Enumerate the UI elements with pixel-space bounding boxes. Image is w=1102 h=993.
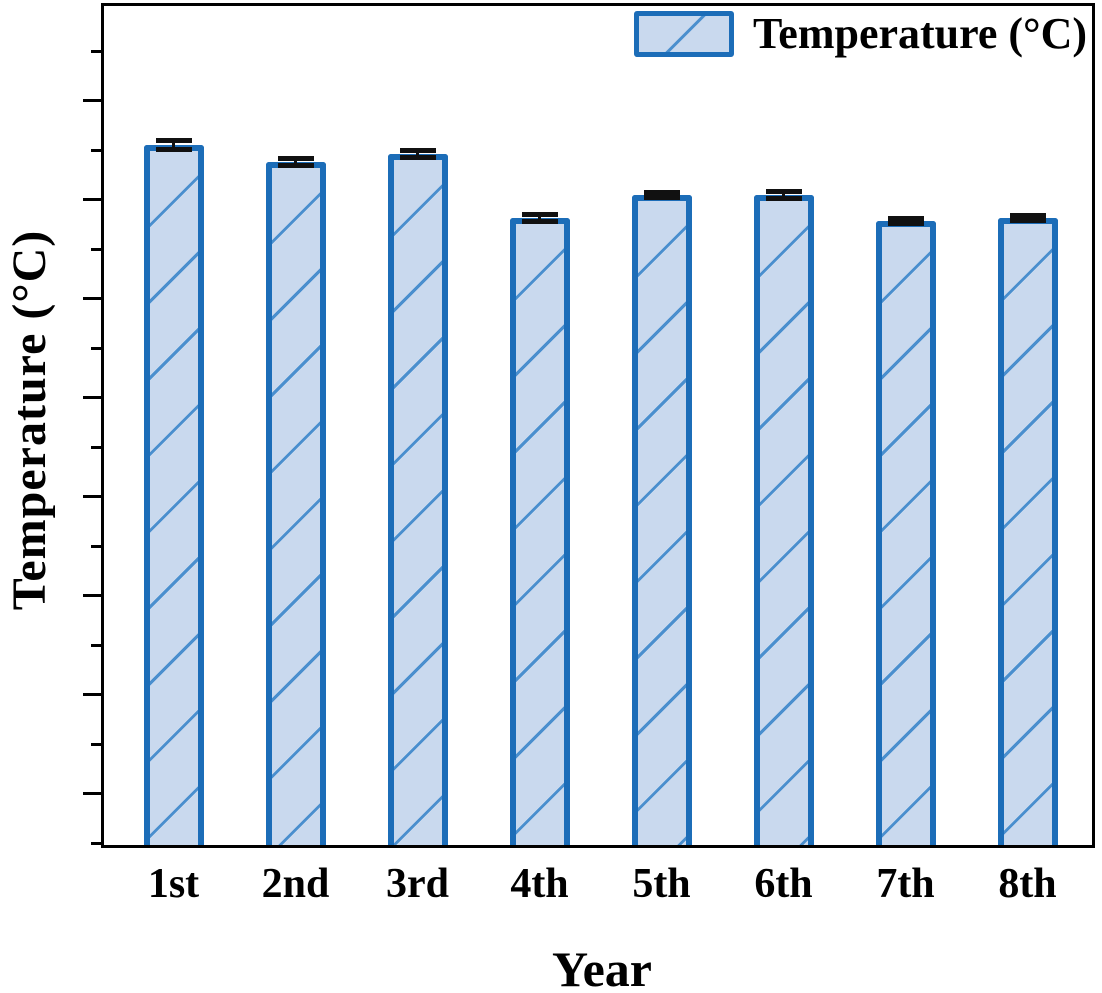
error-bar-bottom-cap xyxy=(277,163,314,168)
y-minor-tick xyxy=(91,446,101,449)
y-minor-tick xyxy=(91,149,101,152)
y-minor-tick xyxy=(91,545,101,548)
y-minor-tick xyxy=(91,842,101,845)
error-bar-bottom-cap xyxy=(155,147,192,152)
error-bar-top-cap xyxy=(277,156,314,161)
error-bar-top-cap xyxy=(521,212,558,217)
bar[interactable] xyxy=(509,218,570,845)
bar[interactable] xyxy=(387,154,448,845)
y-minor-tick xyxy=(91,248,101,251)
x-tick-label: 4th xyxy=(510,861,569,907)
y-major-tick xyxy=(83,198,101,201)
error-bar-stem xyxy=(782,191,785,199)
legend-swatch-hatched-bar xyxy=(634,11,734,57)
legend: Temperature (°C) xyxy=(634,11,1087,57)
error-bar-stem xyxy=(538,214,541,222)
error-bar-stem xyxy=(294,158,297,166)
x-tick-label: 7th xyxy=(876,861,935,907)
error-bar-bottom-cap xyxy=(765,196,802,201)
y-major-tick xyxy=(83,396,101,399)
error-bar-top-cap xyxy=(643,190,680,195)
error-bar-stem xyxy=(172,140,175,150)
error-bar-bottom-cap xyxy=(643,195,680,200)
error-bar-bottom-cap xyxy=(1009,218,1046,223)
bar[interactable] xyxy=(997,218,1058,845)
error-bar-stem xyxy=(416,150,419,158)
error-bar-top-cap xyxy=(765,189,802,194)
y-axis-title: Temperature (°C) xyxy=(3,229,56,611)
error-bar-bottom-cap xyxy=(399,155,436,160)
x-tick-label: 2nd xyxy=(261,861,330,907)
error-bar-top-cap xyxy=(887,216,924,221)
x-tick-label: 8th xyxy=(998,861,1057,907)
y-major-tick xyxy=(83,594,101,597)
y-minor-tick xyxy=(91,644,101,647)
error-bar-bottom-cap xyxy=(887,221,924,226)
bar[interactable] xyxy=(753,195,814,845)
y-major-tick xyxy=(83,792,101,795)
bar[interactable] xyxy=(875,221,936,845)
y-minor-tick xyxy=(91,50,101,53)
x-axis-title: Year xyxy=(552,941,652,993)
x-tick-label: 5th xyxy=(632,861,691,907)
x-tick-label: 6th xyxy=(754,861,813,907)
bar[interactable] xyxy=(265,162,326,845)
bar[interactable] xyxy=(631,195,692,845)
error-bar-top-cap xyxy=(155,138,192,143)
y-major-tick xyxy=(83,297,101,300)
x-tick-label: 3rd xyxy=(386,861,449,907)
error-bar-bottom-cap xyxy=(521,219,558,224)
bar[interactable] xyxy=(143,145,204,845)
y-major-tick xyxy=(83,99,101,102)
plot-area: Temperature (°C) xyxy=(83,3,1095,848)
x-tick-label: 1st xyxy=(147,861,200,907)
legend-label: Temperature (°C) xyxy=(753,9,1088,58)
y-major-tick xyxy=(83,495,101,498)
hatch-line-icon xyxy=(660,16,710,52)
error-bar-top-cap xyxy=(399,148,436,153)
y-minor-tick xyxy=(91,347,101,350)
error-bar-top-cap xyxy=(1009,213,1046,218)
y-major-tick xyxy=(83,693,101,696)
y-minor-tick xyxy=(91,743,101,746)
